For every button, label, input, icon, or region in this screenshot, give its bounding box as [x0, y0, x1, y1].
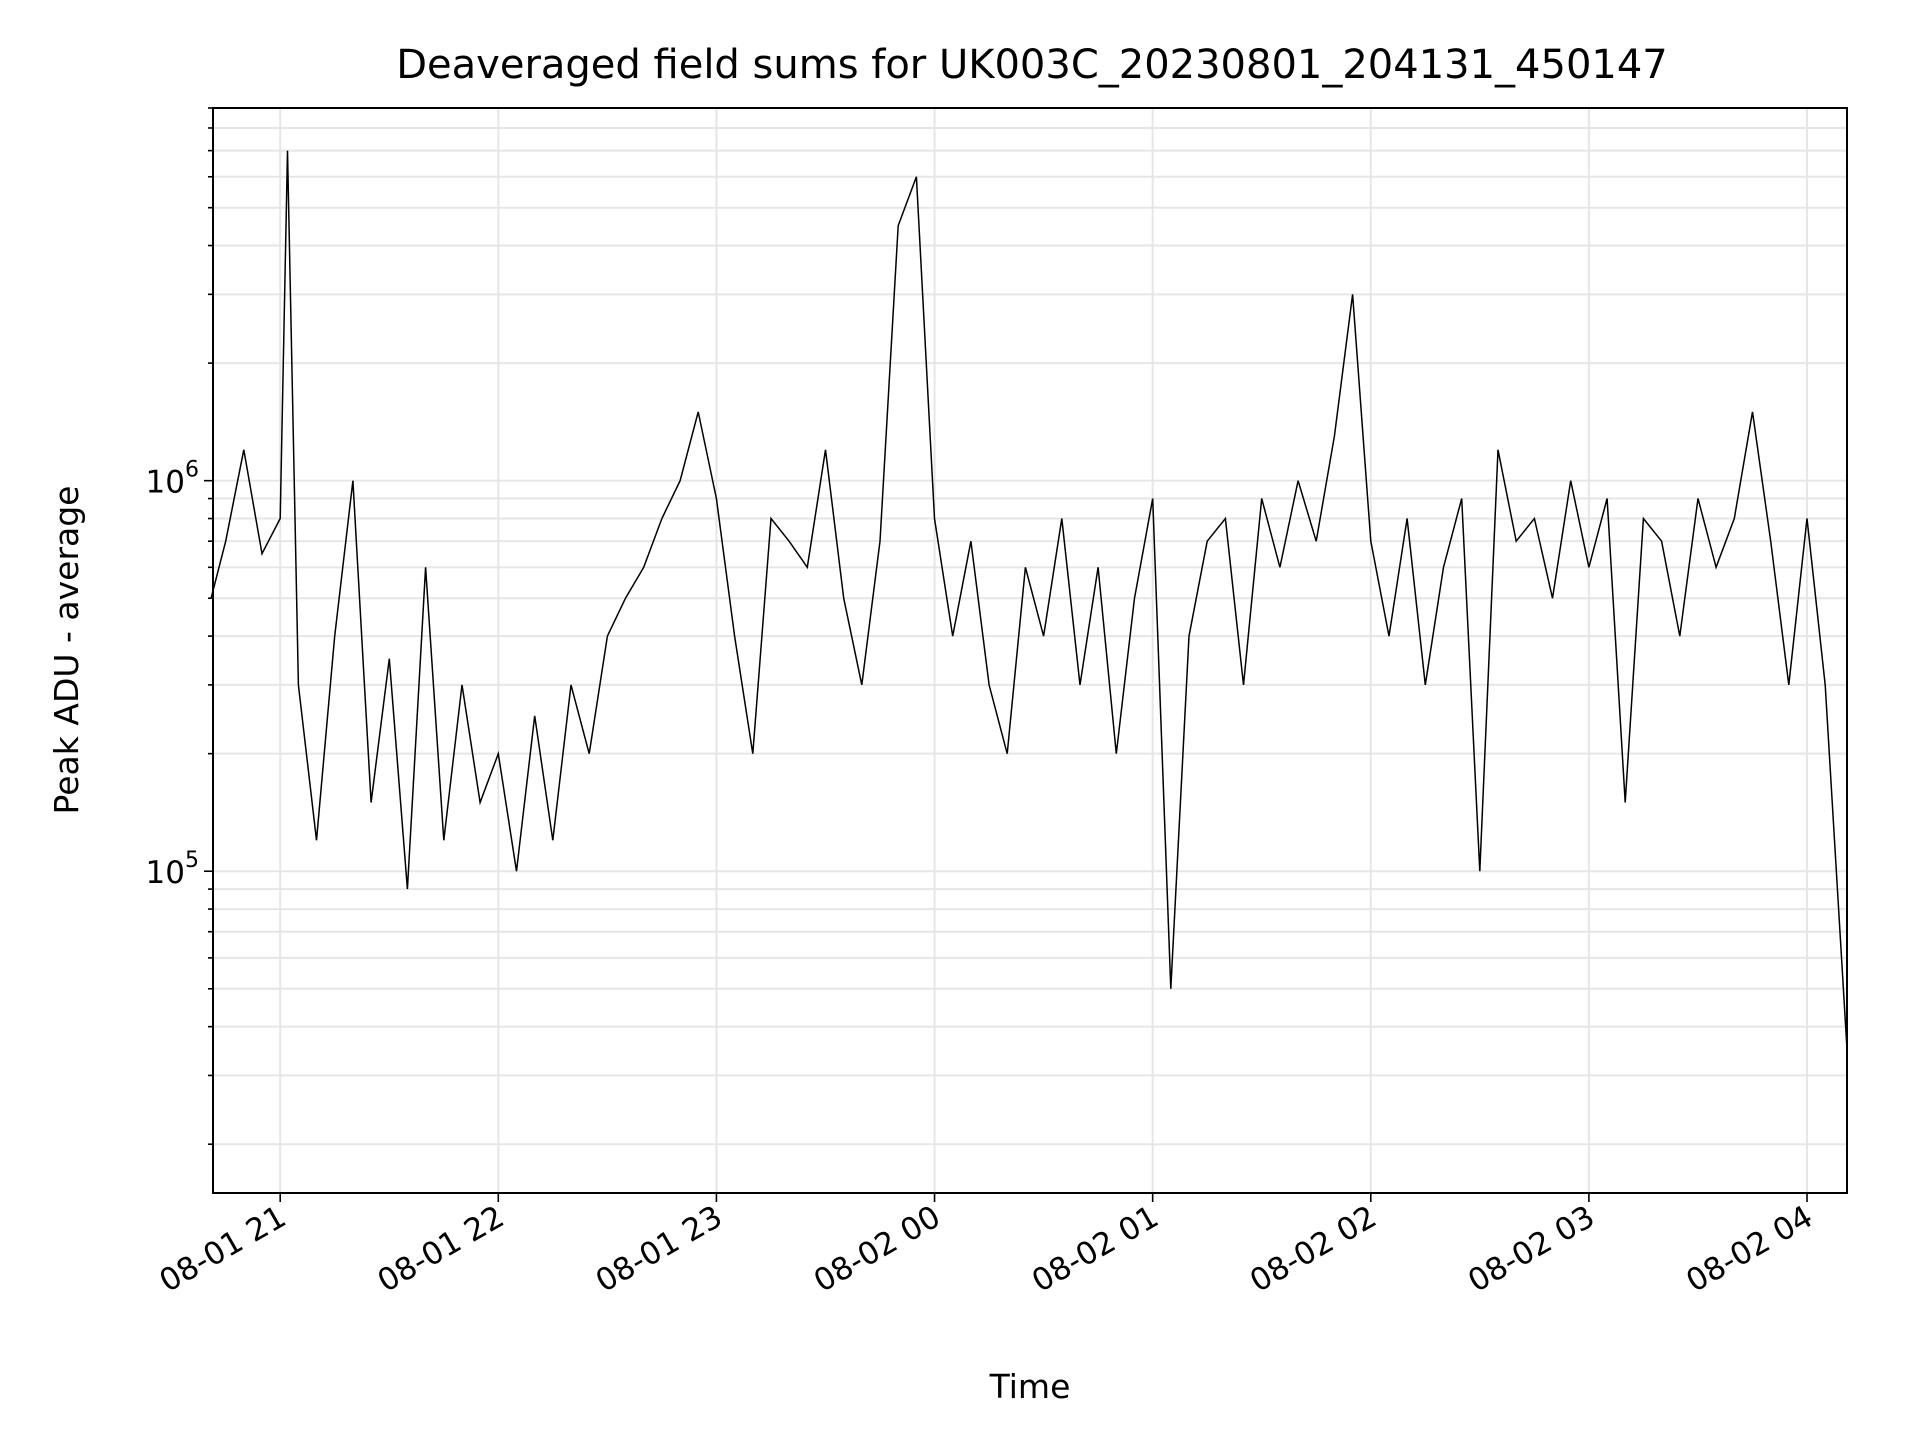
x-axis-label: Time	[989, 1367, 1071, 1406]
x-tick-label: 08-01 21	[153, 1199, 292, 1300]
plot-frame	[212, 107, 1848, 1194]
y-tick-base: 10	[146, 465, 185, 501]
y-tick-base: 10	[146, 855, 185, 891]
y-tick-label: 105	[146, 848, 199, 891]
x-tick-label: 08-02 02	[1244, 1199, 1383, 1300]
x-tick-label: 08-02 01	[1026, 1199, 1165, 1300]
chart-title: Deaveraged field sums for UK003C_2023080…	[396, 42, 1667, 88]
x-tick-label: 08-02 00	[808, 1199, 947, 1300]
x-tick-label: 08-02 03	[1462, 1199, 1601, 1300]
y-tick-exponent: 5	[185, 848, 199, 873]
x-tick-label: 08-01 22	[372, 1199, 511, 1300]
x-tick-label: 08-02 04	[1680, 1199, 1819, 1300]
y-tick-exponent: 6	[185, 458, 199, 483]
x-tick-label: 08-01 23	[590, 1199, 729, 1300]
y-axis-label: Peak ADU - average	[47, 486, 86, 815]
y-tick-label: 106	[146, 458, 199, 501]
x-grid	[279, 108, 1809, 1193]
series-layer	[210, 150, 1848, 1050]
series-line	[210, 150, 1848, 1050]
y-grid	[213, 107, 1847, 1146]
x-axis: 08-01 21 08-01 22 08-01 23 08-02 00 08-02 01…	[153, 1193, 1819, 1300]
